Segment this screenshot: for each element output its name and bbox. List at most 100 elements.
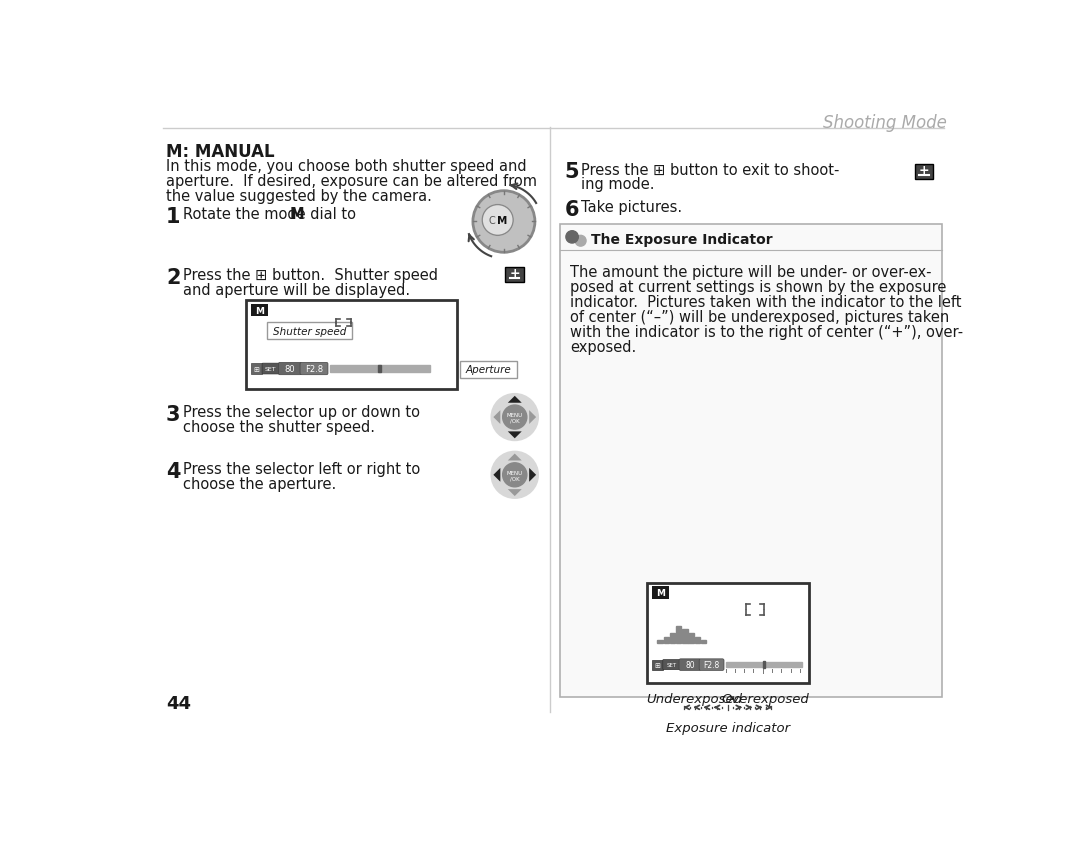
Text: C: C: [488, 216, 495, 226]
Text: +: +: [510, 267, 521, 279]
FancyBboxPatch shape: [460, 361, 517, 378]
Text: In this mode, you choose both shutter speed and: In this mode, you choose both shutter sp…: [166, 159, 527, 174]
Text: Overexposed: Overexposed: [721, 692, 809, 705]
Circle shape: [566, 232, 578, 244]
Text: Take pictures.: Take pictures.: [581, 200, 683, 215]
Text: 2: 2: [166, 268, 180, 288]
Circle shape: [907, 155, 941, 189]
Text: M: M: [497, 216, 508, 226]
Text: Aperture: Aperture: [465, 365, 511, 375]
Polygon shape: [508, 396, 522, 403]
FancyBboxPatch shape: [647, 583, 809, 683]
Text: Shooting Mode: Shooting Mode: [823, 114, 947, 132]
Text: the value suggested by the camera.: the value suggested by the camera.: [166, 188, 432, 204]
Text: 80: 80: [285, 365, 295, 374]
Text: Rotate the mode dial to: Rotate the mode dial to: [183, 207, 361, 222]
FancyBboxPatch shape: [561, 225, 942, 697]
Text: 44: 44: [166, 694, 191, 712]
Circle shape: [473, 192, 535, 253]
Text: Press the ⊞ button.  Shutter speed: Press the ⊞ button. Shutter speed: [183, 268, 438, 283]
Bar: [683, 629, 688, 643]
Text: /OK: /OK: [510, 475, 519, 481]
Polygon shape: [529, 411, 536, 424]
Text: 80: 80: [685, 660, 694, 670]
Bar: [762, 661, 765, 668]
Text: /OK: /OK: [510, 418, 519, 423]
FancyBboxPatch shape: [279, 363, 301, 375]
Text: +: +: [919, 164, 929, 176]
Bar: [726, 662, 801, 667]
Bar: [676, 626, 681, 643]
Text: ⊞: ⊞: [654, 662, 660, 668]
FancyBboxPatch shape: [300, 363, 328, 375]
Bar: [688, 634, 693, 643]
Text: Shutter speed: Shutter speed: [272, 326, 346, 337]
FancyBboxPatch shape: [252, 304, 268, 317]
FancyBboxPatch shape: [652, 587, 669, 599]
Bar: [329, 366, 430, 372]
FancyBboxPatch shape: [663, 659, 679, 670]
Bar: [694, 637, 700, 643]
Text: 4: 4: [166, 462, 180, 481]
Text: The amount the picture will be under- or over-ex-: The amount the picture will be under- or…: [570, 264, 931, 279]
Text: Underexposed: Underexposed: [647, 692, 743, 705]
Text: F2.8: F2.8: [305, 365, 323, 374]
Text: 6: 6: [565, 200, 579, 220]
Bar: [701, 641, 706, 643]
Bar: [658, 641, 663, 643]
Polygon shape: [508, 490, 522, 497]
Circle shape: [482, 205, 513, 236]
FancyBboxPatch shape: [267, 323, 352, 340]
Text: exposed.: exposed.: [570, 339, 636, 354]
Polygon shape: [508, 454, 522, 461]
Text: ing mode.: ing mode.: [581, 177, 654, 192]
Polygon shape: [529, 469, 536, 482]
Text: MENU: MENU: [507, 470, 523, 475]
Polygon shape: [494, 469, 500, 482]
Text: SET: SET: [666, 662, 676, 667]
FancyBboxPatch shape: [505, 268, 524, 283]
Text: indicator.  Pictures taken with the indicator to the left: indicator. Pictures taken with the indic…: [570, 295, 961, 309]
Text: The Exposure Indicator: The Exposure Indicator: [592, 233, 773, 247]
Text: 3: 3: [166, 405, 180, 424]
Text: aperture.  If desired, exposure can be altered from: aperture. If desired, exposure can be al…: [166, 174, 537, 189]
Circle shape: [491, 452, 538, 498]
Text: M: M: [255, 306, 265, 315]
Polygon shape: [508, 432, 522, 439]
Text: ⊞: ⊞: [254, 366, 259, 372]
Text: 5: 5: [565, 162, 579, 182]
FancyBboxPatch shape: [679, 659, 701, 671]
Text: SET: SET: [265, 366, 276, 371]
Text: M: M: [291, 207, 305, 222]
Text: .: .: [298, 207, 302, 222]
Text: 1: 1: [166, 207, 180, 227]
Text: Press the ⊞ button to exit to shoot-: Press the ⊞ button to exit to shoot-: [581, 162, 840, 177]
Bar: [663, 637, 669, 643]
Circle shape: [491, 394, 538, 440]
Text: of center (“–”) will be underexposed, pictures taken: of center (“–”) will be underexposed, pi…: [570, 309, 949, 325]
Text: M: M: [656, 589, 665, 597]
Text: Exposure indicator: Exposure indicator: [665, 722, 789, 734]
Text: MENU: MENU: [507, 412, 523, 417]
Circle shape: [498, 258, 531, 292]
Text: M: MANUAL: M: MANUAL: [166, 143, 274, 161]
Text: posed at current settings is shown by the exposure: posed at current settings is shown by th…: [570, 279, 946, 295]
Circle shape: [576, 236, 586, 247]
FancyBboxPatch shape: [699, 659, 724, 671]
Text: Press the selector left or right to: Press the selector left or right to: [183, 462, 420, 476]
Polygon shape: [494, 411, 500, 424]
Text: choose the aperture.: choose the aperture.: [183, 476, 336, 491]
Circle shape: [502, 406, 527, 429]
FancyBboxPatch shape: [915, 164, 933, 180]
FancyBboxPatch shape: [252, 364, 262, 375]
Circle shape: [502, 463, 527, 487]
Text: with the indicator is to the right of center (“+”), over-: with the indicator is to the right of ce…: [570, 325, 963, 339]
Text: F2.8: F2.8: [703, 660, 719, 670]
Text: Press the selector up or down to: Press the selector up or down to: [183, 405, 420, 419]
Bar: [670, 633, 675, 643]
FancyBboxPatch shape: [262, 364, 279, 375]
Text: choose the shutter speed.: choose the shutter speed.: [183, 419, 375, 434]
Text: and aperture will be displayed.: and aperture will be displayed.: [183, 282, 410, 297]
Bar: [378, 366, 380, 373]
FancyBboxPatch shape: [246, 301, 457, 389]
